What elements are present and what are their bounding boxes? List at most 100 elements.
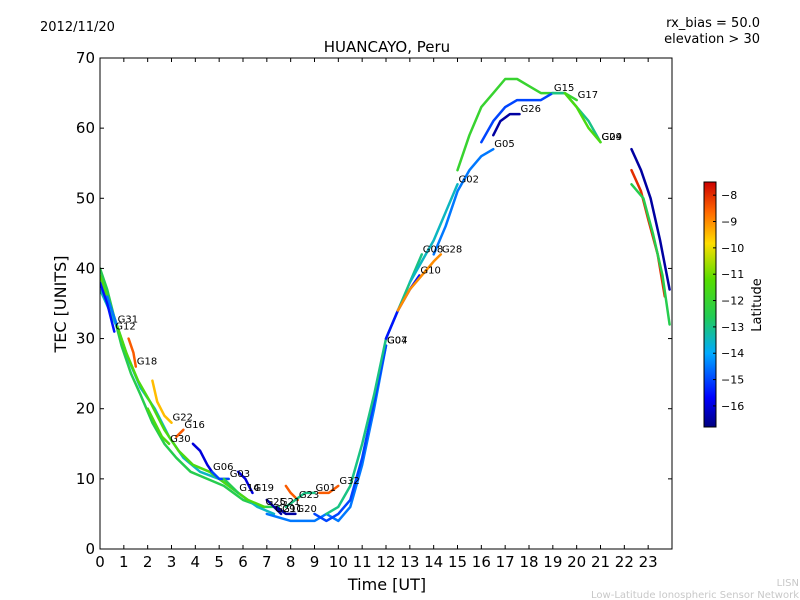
x-tick-label: 10 <box>329 553 348 571</box>
x-tick-label: 23 <box>639 553 658 571</box>
prn-label-g25: G25 <box>265 497 285 508</box>
prn-label-g30: G30 <box>170 434 190 445</box>
date-label: 2012/11/20 <box>40 20 115 35</box>
prn-label-g24: G24 <box>602 132 622 143</box>
elevation-label: elevation > 30 <box>664 32 760 47</box>
prn-label-g10: G10 <box>420 265 440 276</box>
colorbar-tick-label: −14 <box>721 347 744 360</box>
prn-label-g23: G23 <box>299 490 319 501</box>
prn-label-g15: G15 <box>554 83 574 94</box>
rx-bias-label: rx_bias = 50.0 <box>666 16 760 31</box>
series-line-g01 <box>284 491 316 509</box>
prn-label-g07: G07 <box>387 336 407 347</box>
series-line-g02 <box>408 183 459 284</box>
y-tick-label: 20 <box>76 400 95 418</box>
series-line-unlabeled-30 <box>630 147 671 291</box>
y-tick-label: 60 <box>76 119 95 137</box>
series-line-g28 <box>396 253 443 312</box>
series-line-g19 <box>236 470 254 495</box>
prn-label-g18: G18 <box>137 357 157 368</box>
colorbar-tick-label: −9 <box>721 216 737 229</box>
x-tick-label: 16 <box>472 553 491 571</box>
series-line-g30 <box>146 407 171 446</box>
axis-ticks: 0 1 2 3 4 5 6 7 8 9 10 11 12 13 14 15 16 17 18 19 20 21 22 2301… <box>76 49 672 571</box>
prn-label-g05: G05 <box>494 139 514 150</box>
colorbar-tick-label: −15 <box>721 374 744 387</box>
x-tick-label: 21 <box>591 553 610 571</box>
y-axis-label: TEC [UNITS] <box>51 256 70 354</box>
series-line-g23 <box>284 484 300 502</box>
x-tick-label: 14 <box>424 553 443 571</box>
prn-label-g19: G19 <box>254 483 274 494</box>
series-line-g20 <box>275 505 297 516</box>
colorbar-label: Latitude <box>750 278 765 332</box>
prn-label-g21: G21 <box>280 497 300 508</box>
x-tick-label: 5 <box>214 553 224 571</box>
x-tick-label: 22 <box>615 553 634 571</box>
y-tick-label: 40 <box>76 259 95 277</box>
prn-label-g28: G28 <box>442 244 462 255</box>
series-line-g26 <box>492 112 521 137</box>
y-tick-label: 50 <box>76 189 95 207</box>
colorbar-tick-label: −16 <box>721 400 744 413</box>
series-line-g32 <box>318 484 340 495</box>
x-tick-label: 13 <box>400 553 419 571</box>
colorbar-tick-label: −10 <box>721 242 744 255</box>
series-line-g04 <box>313 344 388 523</box>
prn-label-g29: G29 <box>275 504 295 515</box>
prn-label-g20: G20 <box>296 504 316 515</box>
x-tick-label: 19 <box>543 553 562 571</box>
x-tick-label: 12 <box>376 553 395 571</box>
prn-label-g14: G14 <box>239 483 259 494</box>
series-line-g16 <box>175 428 185 439</box>
x-tick-label: 2 <box>143 553 153 571</box>
series-line-g14 <box>222 477 240 495</box>
series-line-g22 <box>151 379 173 424</box>
x-tick-label: 17 <box>496 553 515 571</box>
prn-label-g12: G12 <box>115 322 135 333</box>
prn-label-g03: G03 <box>230 469 250 480</box>
x-tick-label: 15 <box>448 553 467 571</box>
prn-label-g02: G02 <box>459 174 479 185</box>
x-tick-label: 6 <box>238 553 248 571</box>
prn-label-g26: G26 <box>520 104 540 115</box>
colorbar-tick-label: −8 <box>721 189 737 202</box>
prn-label-g08: G08 <box>423 244 443 255</box>
prn-label-g32: G32 <box>339 476 359 487</box>
series-line-g21 <box>100 267 281 509</box>
colorbar-ticks: −8 −9 −10 −11 −12 −13 −14 −15 −16 <box>713 189 744 413</box>
series-line-g06 <box>191 442 214 474</box>
series-line-g15 <box>480 91 555 144</box>
prn-label-g09: G09 <box>602 132 622 143</box>
x-tick-label: 20 <box>567 553 586 571</box>
x-tick-label: 3 <box>167 553 177 571</box>
footer-network: Low-Latitude Ionospheric Sensor Network <box>591 590 799 600</box>
series-line-unlabeled-32 <box>630 183 671 326</box>
x-tick-label: 9 <box>310 553 320 571</box>
series-line-g18 <box>127 337 138 368</box>
series-line-g12 <box>100 281 116 333</box>
series-line-g31 <box>105 295 118 326</box>
x-tick-label: 18 <box>519 553 538 571</box>
series-line-g08 <box>325 253 424 516</box>
x-tick-label: 7 <box>262 553 272 571</box>
prn-label-g11: G11 <box>282 504 302 515</box>
footer-lisn: LISN <box>777 578 799 589</box>
x-tick-label: 0 <box>95 553 105 571</box>
y-tick-label: 70 <box>76 49 95 67</box>
y-tick-label: 30 <box>76 330 95 348</box>
prn-label-g04: G04 <box>387 336 407 347</box>
colorbar <box>703 181 717 428</box>
series-layer <box>100 77 671 523</box>
colorbar-tick-label: −12 <box>721 295 744 308</box>
x-tick-label: 8 <box>286 553 296 571</box>
series-line-g07 <box>265 344 388 523</box>
prn-label-g17: G17 <box>578 90 598 101</box>
series-line-g11 <box>265 498 283 516</box>
x-axis-label: Time [UT] <box>347 575 426 594</box>
chart-title: HUANCAYO, Peru <box>324 38 450 56</box>
x-tick-label: 1 <box>119 553 129 571</box>
y-tick-label: 10 <box>76 470 95 488</box>
prn-label-g16: G16 <box>184 420 204 431</box>
